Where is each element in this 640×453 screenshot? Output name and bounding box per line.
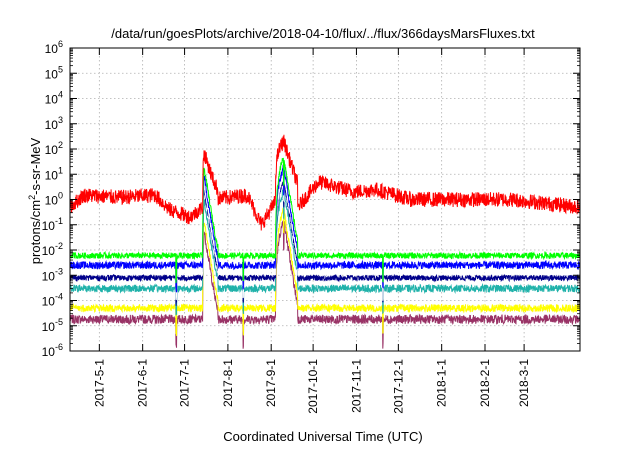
- series-lines: [70, 134, 580, 349]
- axis-ticks: 10-6 10-5 10-4 10-3 10-2 10-1 100 101 102 103 104 1…: [42, 39, 580, 414]
- x-tick-label: 2017-11-1: [349, 359, 363, 413]
- y-tick-label: 10-2: [42, 241, 63, 258]
- series-line-teal: [70, 188, 580, 316]
- y-tick-label: 10-1: [42, 216, 63, 233]
- y-tick-label: 10-5: [42, 317, 63, 334]
- y-tick-label: 103: [45, 115, 63, 132]
- series-line-white: [70, 175, 580, 301]
- y-tick-label: 10-6: [42, 342, 63, 359]
- x-tick-label: 2018-3-1: [517, 359, 531, 407]
- y-tick-label: 104: [45, 90, 63, 107]
- x-axis-label: Coordinated Universal Time (UTC): [223, 429, 422, 444]
- y-tick-label: 10-3: [42, 266, 63, 283]
- y-axis-label: protons/cm2-s-sr-MeV: [27, 137, 43, 264]
- x-tick-label: 2017-8-1: [221, 359, 235, 407]
- x-tick-label: 2017-7-1: [178, 359, 192, 407]
- x-tick-label: 2017-10-1: [306, 359, 320, 414]
- x-tick-label: 2018-1-1: [435, 359, 449, 407]
- series-line-red: [70, 134, 580, 231]
- grid-lines: [70, 48, 580, 351]
- series-line-blue: [70, 164, 580, 293]
- x-tick-label: 2017-5-1: [92, 359, 106, 407]
- series-line-yellow: [70, 207, 580, 336]
- y-tick-label: 106: [45, 39, 63, 56]
- y-tick-label: 100: [45, 191, 63, 208]
- y-tick-label: 102: [45, 140, 63, 157]
- y-tick-label: 10-4: [42, 292, 63, 309]
- x-tick-label: 2017-9-1: [264, 359, 278, 407]
- y-tick-label: 105: [45, 64, 63, 81]
- series-line-plum: [70, 220, 580, 349]
- chart-title: /data/run/goesPlots/archive/2018-04-10/f…: [111, 26, 535, 41]
- x-tick-label: 2017-6-1: [136, 359, 150, 407]
- x-tick-label: 2018-2-1: [478, 359, 492, 407]
- y-tick-label: 101: [45, 165, 63, 182]
- x-tick-label: 2017-12-1: [391, 359, 405, 414]
- series-line-green: [70, 157, 580, 284]
